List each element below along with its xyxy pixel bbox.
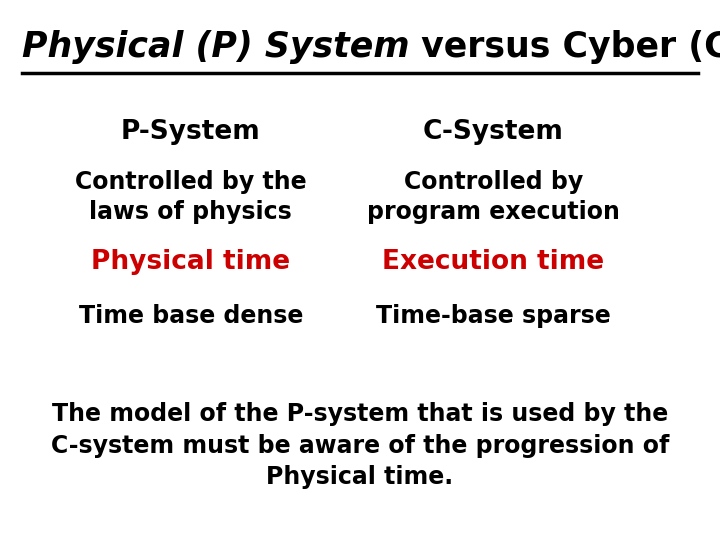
Text: Physical (P) System: Physical (P) System [22,30,409,64]
Text: P-System: P-System [121,119,261,145]
Text: Execution time: Execution time [382,249,604,275]
Text: The model of the P-system that is used by the
C-system must be aware of the prog: The model of the P-system that is used b… [51,402,669,489]
Text: Controlled by the
laws of physics: Controlled by the laws of physics [75,170,307,224]
Text: Time-base sparse: Time-base sparse [376,304,611,328]
Text: Physical time: Physical time [91,249,290,275]
Text: C-System: C-System [423,119,564,145]
Text: versus Cyber (C) System: versus Cyber (C) System [409,30,720,64]
Text: Time base dense: Time base dense [78,304,303,328]
Text: Controlled by
program execution: Controlled by program execution [366,170,620,224]
